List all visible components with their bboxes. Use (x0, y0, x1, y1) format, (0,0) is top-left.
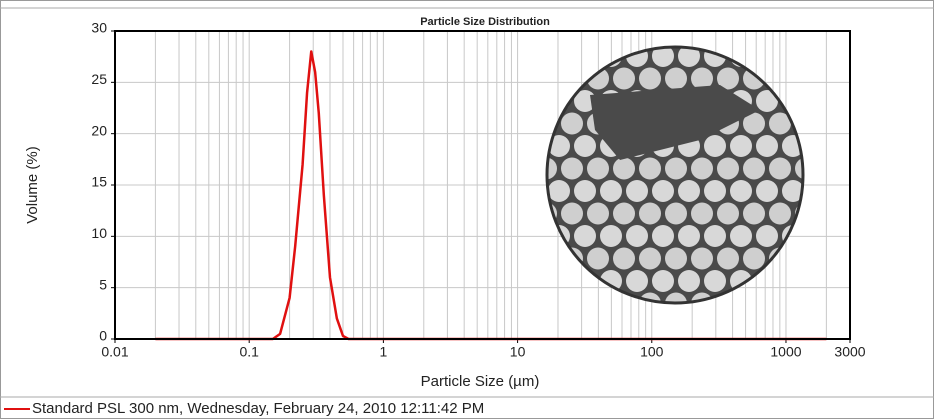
x-axis-label: Particle Size (µm) (421, 373, 540, 390)
y-tick-label: 0 (99, 328, 107, 344)
y-tick-label: 20 (91, 122, 107, 138)
y-tick-label: 25 (91, 71, 107, 87)
chart-title: Particle Size Distribution (420, 16, 550, 28)
y-axis-label: Volume (%) (24, 146, 41, 224)
x-tick-label: 0.1 (239, 344, 259, 360)
x-tick-label: 10 (510, 344, 526, 360)
inset-image (545, 45, 805, 305)
plot-border (114, 30, 851, 340)
y-tick-label: 30 (91, 20, 107, 36)
y-tick-label: 10 (91, 225, 107, 241)
x-tick-label: 1000 (770, 344, 801, 360)
x-tick-label: 1 (379, 344, 387, 360)
legend: Standard PSL 300 nm, Wednesday, February… (4, 400, 484, 417)
x-tick-label: 100 (640, 344, 664, 360)
y-tick-label: 5 (99, 276, 107, 292)
x-tick-label: 3000 (834, 344, 865, 360)
x-tick-label: 0.01 (101, 344, 128, 360)
y-tick-label: 15 (91, 174, 107, 190)
data-line (155, 50, 827, 341)
legend-label: Standard PSL 300 nm, Wednesday, February… (32, 400, 484, 417)
